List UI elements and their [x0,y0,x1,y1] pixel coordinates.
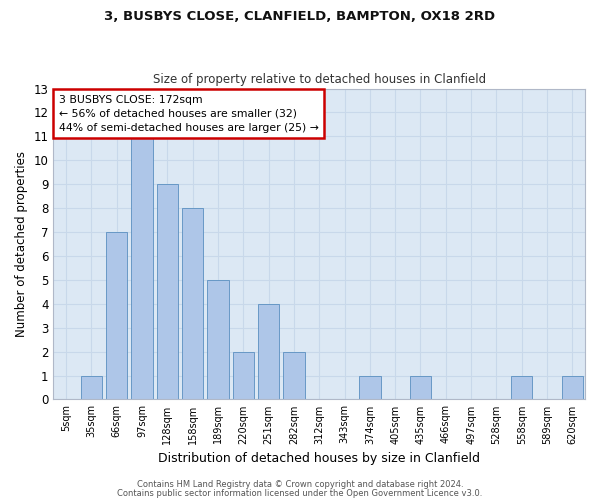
Text: 3 BUSBYS CLOSE: 172sqm
← 56% of detached houses are smaller (32)
44% of semi-det: 3 BUSBYS CLOSE: 172sqm ← 56% of detached… [59,95,319,133]
Y-axis label: Number of detached properties: Number of detached properties [15,151,28,337]
Bar [182,208,203,400]
Bar [258,304,280,400]
Bar [410,376,431,400]
Bar [157,184,178,400]
Bar [80,376,102,400]
Bar [562,376,583,400]
X-axis label: Distribution of detached houses by size in Clanfield: Distribution of detached houses by size … [158,452,480,465]
Bar [511,376,532,400]
Bar [283,352,305,400]
Bar [106,232,127,400]
Title: Size of property relative to detached houses in Clanfield: Size of property relative to detached ho… [152,73,486,86]
Bar [131,136,153,400]
Text: Contains public sector information licensed under the Open Government Licence v3: Contains public sector information licen… [118,490,482,498]
Text: Contains HM Land Registry data © Crown copyright and database right 2024.: Contains HM Land Registry data © Crown c… [137,480,463,489]
Text: 3, BUSBYS CLOSE, CLANFIELD, BAMPTON, OX18 2RD: 3, BUSBYS CLOSE, CLANFIELD, BAMPTON, OX1… [104,10,496,23]
Bar [233,352,254,400]
Bar [207,280,229,400]
Bar [359,376,380,400]
